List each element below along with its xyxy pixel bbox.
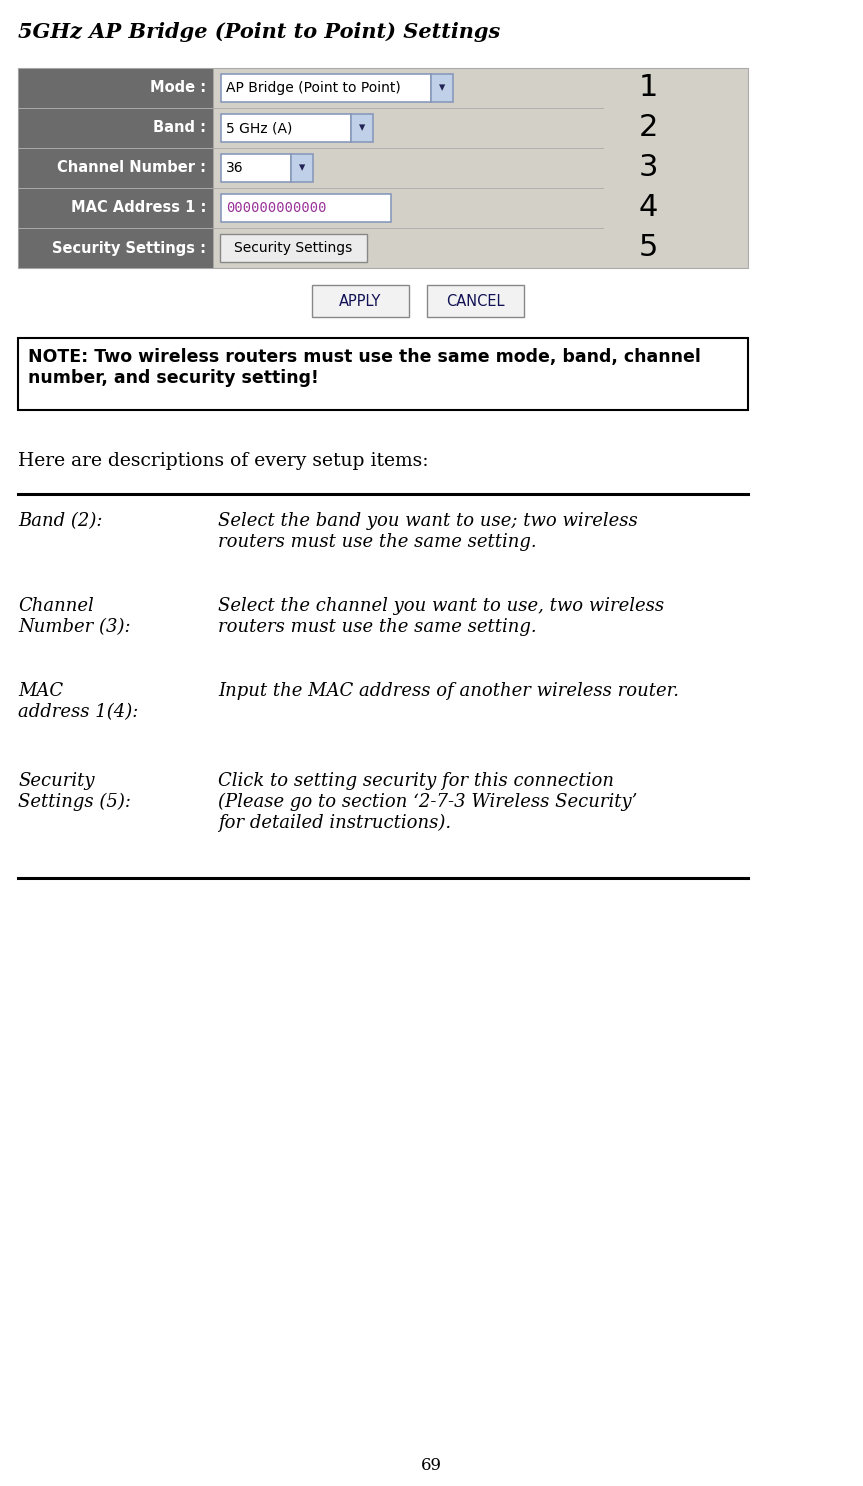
Text: 69: 69 — [420, 1456, 442, 1474]
Text: 5GHz AP Bridge (Point to Point) Settings: 5GHz AP Bridge (Point to Point) Settings — [18, 22, 501, 42]
FancyBboxPatch shape — [291, 155, 313, 181]
Text: Select the channel you want to use, two wireless
routers must use the same setti: Select the channel you want to use, two … — [218, 597, 665, 636]
Text: MAC
address 1(4):: MAC address 1(4): — [18, 682, 138, 721]
Text: 3: 3 — [639, 153, 658, 183]
FancyBboxPatch shape — [18, 108, 213, 149]
Text: Band :: Band : — [153, 120, 206, 135]
FancyBboxPatch shape — [431, 74, 453, 103]
Text: Select the band you want to use; two wireless
routers must use the same setting.: Select the band you want to use; two wir… — [218, 513, 638, 551]
Text: 4: 4 — [639, 193, 658, 223]
Text: Mode :: Mode : — [150, 80, 206, 95]
Text: ▾: ▾ — [359, 122, 365, 135]
Text: ▾: ▾ — [439, 82, 445, 95]
FancyBboxPatch shape — [220, 233, 367, 262]
Text: ▾: ▾ — [299, 162, 306, 174]
Text: AP Bridge (Point to Point): AP Bridge (Point to Point) — [226, 82, 400, 95]
FancyBboxPatch shape — [427, 285, 524, 317]
Text: 5 GHz (A): 5 GHz (A) — [226, 120, 293, 135]
FancyBboxPatch shape — [221, 114, 351, 143]
FancyBboxPatch shape — [351, 114, 373, 143]
FancyBboxPatch shape — [18, 189, 213, 227]
Text: CANCEL: CANCEL — [446, 294, 504, 309]
Text: Click to setting security for this connection
(Please go to section ‘2-7-3 Wirel: Click to setting security for this conne… — [218, 773, 638, 832]
Text: Input the MAC address of another wireless router.: Input the MAC address of another wireles… — [218, 682, 679, 700]
Text: NOTE: Two wireless routers must use the same mode, band, channel
number, and sec: NOTE: Two wireless routers must use the … — [28, 348, 701, 386]
FancyBboxPatch shape — [18, 68, 748, 267]
Text: Band (2):: Band (2): — [18, 513, 103, 531]
Text: 2: 2 — [639, 113, 658, 143]
FancyBboxPatch shape — [312, 285, 409, 317]
Text: Security Settings: Security Settings — [235, 241, 353, 256]
Text: 000000000000: 000000000000 — [226, 201, 326, 215]
FancyBboxPatch shape — [18, 68, 213, 108]
Text: 5: 5 — [639, 233, 658, 263]
Text: MAC Address 1 :: MAC Address 1 : — [71, 201, 206, 215]
Text: Security Settings :: Security Settings : — [52, 241, 206, 256]
Text: APPLY: APPLY — [339, 294, 381, 309]
Text: Channel Number :: Channel Number : — [57, 160, 206, 175]
Text: 36: 36 — [226, 160, 243, 175]
Text: Security
Settings (5):: Security Settings (5): — [18, 773, 131, 811]
FancyBboxPatch shape — [221, 195, 391, 221]
Text: Channel
Number (3):: Channel Number (3): — [18, 597, 130, 636]
FancyBboxPatch shape — [221, 74, 431, 103]
FancyBboxPatch shape — [18, 337, 748, 410]
FancyBboxPatch shape — [18, 149, 213, 189]
Text: Here are descriptions of every setup items:: Here are descriptions of every setup ite… — [18, 452, 429, 470]
FancyBboxPatch shape — [18, 227, 213, 267]
FancyBboxPatch shape — [221, 155, 291, 181]
Text: 1: 1 — [639, 73, 658, 103]
